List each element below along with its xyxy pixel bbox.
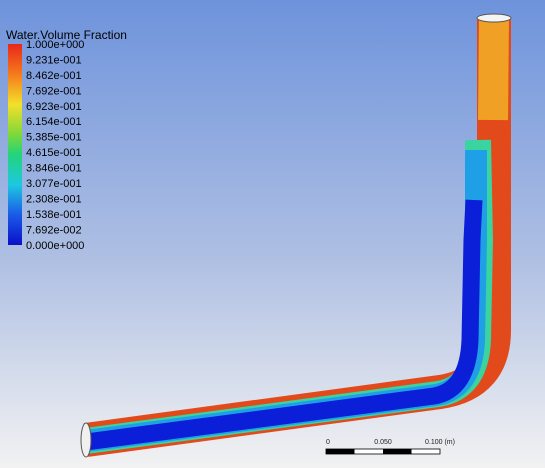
legend-label: 9.231e-001 — [26, 54, 82, 66]
legend-label: 7.692e-002 — [26, 224, 82, 236]
colorbar — [8, 44, 22, 245]
pipe-inlet — [81, 423, 91, 457]
legend-label: 8.462e-001 — [26, 70, 82, 82]
scale-label: 0 — [326, 439, 330, 446]
legend-label: 1.538e-001 — [26, 209, 82, 221]
viewport: Water.Volume Fraction 1.000e+0009.231e-0… — [0, 0, 545, 468]
pipe-outlet — [477, 14, 511, 22]
scale-bar-segment — [383, 449, 412, 454]
legend-label: 3.846e-001 — [26, 163, 82, 175]
legend-label: 0.000e+000 — [26, 240, 84, 252]
scale-label: 0.050 — [374, 439, 392, 446]
legend-label: 2.308e-001 — [26, 194, 82, 206]
scale-bar-segment — [326, 449, 355, 454]
legend-label: 3.077e-001 — [26, 178, 82, 190]
legend-label: 4.615e-001 — [26, 147, 82, 159]
pipe-top-band — [493, 18, 494, 120]
legend-label: 6.154e-001 — [26, 116, 82, 128]
legend-label: 6.923e-001 — [26, 101, 82, 113]
legend-label: 7.692e-001 — [26, 85, 82, 97]
scale-label: 0.100 (m) — [425, 439, 455, 446]
legend-label: 5.385e-001 — [26, 132, 82, 144]
legend-label: 1.000e+000 — [26, 39, 84, 51]
